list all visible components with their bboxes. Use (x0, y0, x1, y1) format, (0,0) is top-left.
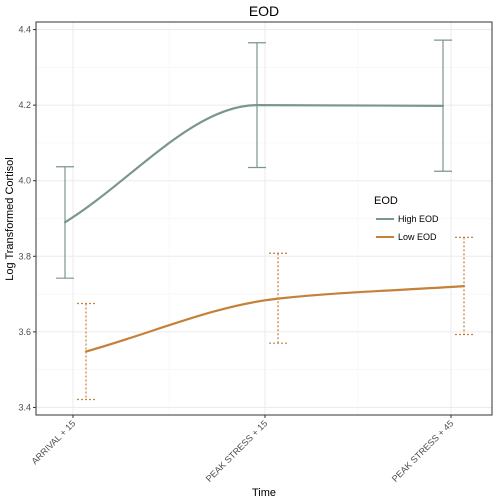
y-tick-label: 3.6 (18, 327, 31, 337)
y-tick-label: 3.4 (18, 402, 31, 412)
legend-label-low-eod: Low EOD (398, 232, 437, 242)
series-lines (63, 104, 466, 353)
legend-label-high-eod: High EOD (398, 214, 439, 224)
legend: EOD High EOD Low EOD (374, 195, 439, 242)
y-axis-title: Log Transformed Cortisol (4, 157, 16, 281)
y-tick-label: 3.8 (18, 251, 31, 261)
series-line-low-eod (84, 285, 466, 353)
series-line-high-eod (63, 104, 445, 224)
chart-title: EOD (249, 3, 279, 19)
legend-title: EOD (374, 195, 398, 207)
y-tick-label: 4.0 (18, 176, 31, 186)
y-tick-label: 4.2 (18, 100, 31, 110)
x-axis-title: Time (252, 487, 276, 499)
grid (36, 22, 492, 415)
plot-panel-border (35, 21, 493, 416)
y-axis: 3.4 3.6 3.8 4.0 4.2 4.4 (18, 25, 36, 412)
y-tick-label: 4.4 (18, 25, 31, 35)
